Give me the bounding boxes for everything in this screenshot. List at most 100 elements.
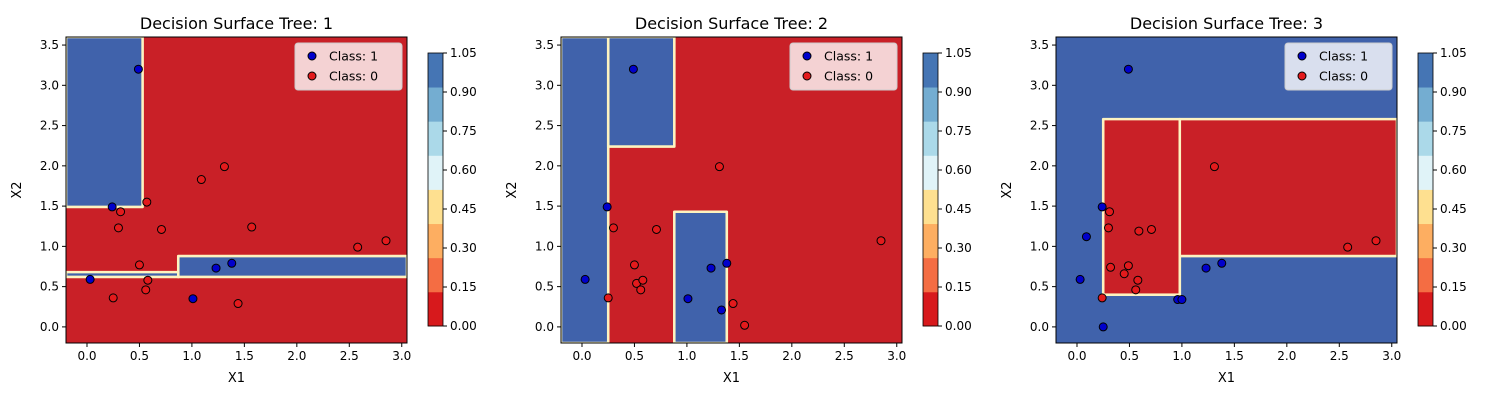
y-tick-label: 2.5 (535, 119, 554, 133)
legend-marker (802, 71, 812, 81)
point-class-0 (142, 197, 152, 207)
colorbar-tick-label: 1.05 (945, 46, 972, 60)
x-tick-label: 1.0 (182, 349, 201, 363)
colorbar-tick-label: 0.60 (945, 163, 972, 177)
colorbar-tick-label: 1.05 (1440, 46, 1467, 60)
point-class-1 (188, 294, 198, 304)
x-tick-label: 3.0 (392, 349, 411, 363)
colorbar-tick-label: 0.15 (1440, 280, 1467, 294)
point-class-0 (108, 293, 118, 303)
point-class-0 (1343, 242, 1353, 252)
colorbar-segment (428, 121, 443, 156)
point-class-1 (722, 258, 732, 268)
y-tick-label: 2.0 (535, 159, 554, 173)
colorbar-segment (923, 53, 938, 88)
y-tick-label: 0.0 (535, 320, 554, 334)
colorbar-tick-label: 0.75 (450, 124, 477, 138)
decision-region-core (609, 38, 673, 146)
decision-region-core (179, 257, 406, 276)
point-class-0 (1119, 269, 1129, 279)
legend-label: Class: 1 (329, 49, 378, 64)
legend-label: Class: 0 (329, 69, 378, 84)
decision-region-core (675, 213, 726, 342)
y-tick-label: 1.0 (1030, 239, 1049, 253)
y-tick-label: 0.0 (40, 320, 59, 334)
point-class-0 (1146, 224, 1156, 234)
x-axis-label: X1 (228, 371, 245, 386)
point-class-0 (143, 275, 153, 285)
colorbar-tick-label: 0.15 (945, 280, 972, 294)
point-class-1 (602, 202, 612, 212)
point-class-1 (85, 274, 95, 284)
x-tick-label: 2.0 (782, 349, 801, 363)
legend-marker (307, 71, 317, 81)
point-class-0 (714, 162, 724, 172)
x-tick-label: 2.0 (1277, 349, 1296, 363)
y-tick-label: 1.5 (535, 199, 554, 213)
chart-title: Decision Surface Tree: 2 (635, 14, 828, 33)
y-tick-label: 3.0 (535, 78, 554, 92)
x-tick-label: 1.5 (235, 349, 254, 363)
colorbar-tick-label: 0.45 (945, 202, 972, 216)
colorbar-tick-label: 0.75 (945, 124, 972, 138)
x-tick-label: 0.5 (130, 349, 149, 363)
point-class-0 (1105, 207, 1115, 217)
colorbar-tick-label: 0.45 (1440, 202, 1467, 216)
x-tick-label: 1.0 (1172, 349, 1191, 363)
legend-marker (1297, 71, 1307, 81)
colorbar-frame (922, 52, 939, 327)
point-class-0 (603, 293, 613, 303)
colorbar-tick-label: 0.60 (450, 163, 477, 177)
decision-surface (1056, 37, 1397, 343)
colorbar-segment (1418, 53, 1433, 88)
point-class-1 (706, 263, 716, 273)
point-class-1 (1123, 64, 1133, 74)
colorbar-segment (1418, 87, 1433, 122)
point-class-0 (1134, 226, 1144, 236)
y-tick-label: 0.0 (1030, 320, 1049, 334)
colorbar-tick-label: 0.00 (1440, 319, 1467, 333)
legend-label: Class: 0 (1319, 69, 1368, 84)
legend: Class: 1 Class: 0 (789, 42, 898, 91)
x-axis-label: X1 (723, 371, 740, 386)
y-tick-label: 3.5 (40, 38, 59, 52)
point-class-0 (381, 236, 391, 246)
point-class-0 (353, 242, 363, 252)
point-class-1 (628, 64, 638, 74)
point-class-0 (219, 162, 229, 172)
point-class-1 (717, 305, 727, 315)
colorbar: 0.00 0.15 0.30 0.45 0.60 0.75 0.90 1.05 (427, 46, 477, 333)
point-class-1 (1177, 295, 1187, 305)
plot-frame (560, 36, 903, 344)
point-class-1 (227, 258, 237, 268)
y-tick-label: 2.0 (40, 159, 59, 173)
chart-panel-2: 0.0 0.5 1.0 1.5 2.0 2.5 3.0 X1 0.0 0.5 1.0 1.5 2.0 2.… (505, 14, 972, 386)
colorbar-segment (923, 291, 938, 327)
point-class-0 (113, 223, 123, 233)
point-class-0 (876, 236, 886, 246)
colorbar-frame (427, 52, 444, 327)
point-class-1 (1098, 322, 1108, 332)
colorbar-tick-label: 0.45 (450, 202, 477, 216)
legend: Class: 1 Class: 0 (1284, 42, 1393, 91)
decision-region-core (67, 273, 177, 276)
legend-box (294, 42, 403, 91)
x-tick-label: 2.5 (1330, 349, 1349, 363)
colorbar-segment (428, 223, 443, 259)
point-class-0 (1133, 275, 1143, 285)
decision-region-core (67, 38, 142, 206)
y-tick-label: 0.5 (40, 280, 59, 294)
point-class-0 (728, 299, 738, 309)
colorbar-segment (428, 53, 443, 88)
decision-region-core (562, 38, 607, 342)
colorbar-tick-label: 0.60 (1440, 163, 1467, 177)
colorbar-segment (1418, 257, 1433, 293)
x-tick-label: 0.0 (77, 349, 96, 363)
data-points (85, 64, 391, 309)
colorbar-segment (428, 291, 443, 327)
legend-box (789, 42, 898, 91)
point-class-0 (1103, 223, 1113, 233)
y-tick-label: 0.5 (1030, 280, 1049, 294)
y-tick-label: 2.5 (40, 119, 59, 133)
